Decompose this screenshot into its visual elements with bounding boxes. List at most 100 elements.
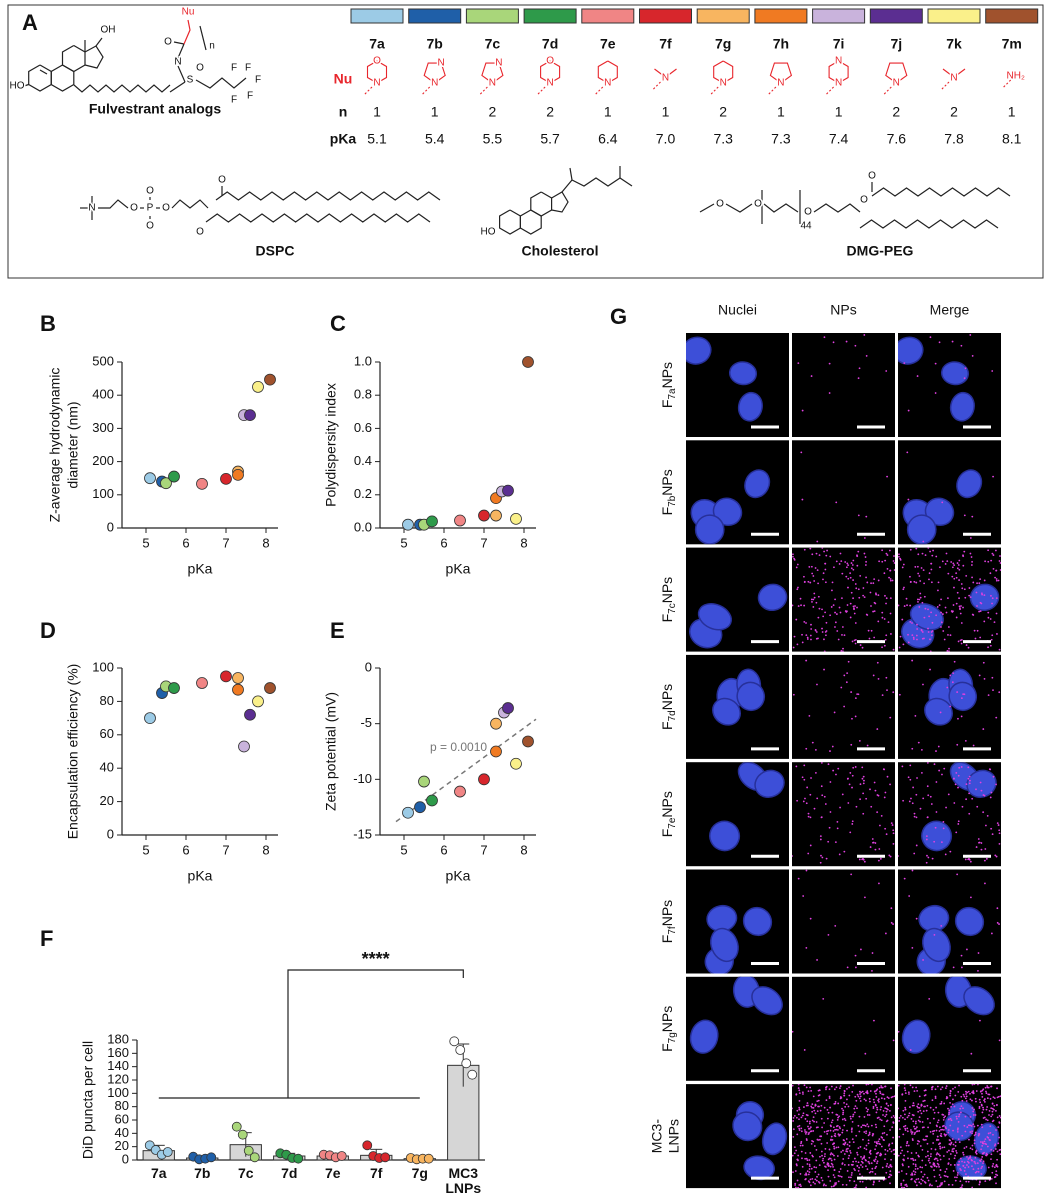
nanoparticle <box>991 552 994 555</box>
nanoparticle <box>945 552 948 555</box>
nanoparticle <box>929 650 932 652</box>
nanoparticle <box>984 1180 987 1183</box>
nanoparticle <box>848 1179 851 1182</box>
nanoparticle <box>907 409 910 412</box>
nanoparticle <box>925 835 928 838</box>
nanoparticle <box>873 578 876 581</box>
y-tick-label: 40 <box>115 1125 129 1140</box>
atom-label: N <box>835 78 842 89</box>
nanoparticle <box>837 767 840 770</box>
compound-name: 7m <box>1002 36 1022 52</box>
nanoparticle <box>996 633 998 635</box>
bond <box>183 19 191 45</box>
nanoparticle <box>805 1139 808 1141</box>
nanoparticle <box>881 1166 884 1169</box>
nanoparticle <box>876 1088 879 1091</box>
nanoparticle <box>939 1088 942 1091</box>
nanoparticle <box>860 1164 862 1166</box>
nanoparticle <box>857 514 860 517</box>
nanoparticle <box>979 1180 981 1183</box>
nanoparticle <box>850 562 853 564</box>
nanoparticle <box>861 1161 864 1164</box>
nanoparticle <box>923 1173 926 1176</box>
replicate-point <box>362 1140 373 1151</box>
nanoparticle <box>931 554 934 557</box>
bond <box>84 45 104 69</box>
nanoparticle <box>867 1139 870 1142</box>
nanoparticle <box>956 1174 959 1176</box>
nanoparticle <box>961 1184 964 1186</box>
nanoparticle <box>868 1162 871 1165</box>
bond <box>479 86 488 96</box>
nanoparticle <box>898 693 901 696</box>
nanoparticle <box>964 858 967 861</box>
nanoparticle <box>927 1159 930 1162</box>
nanoparticle <box>793 1115 796 1117</box>
nanoparticle <box>992 1133 994 1136</box>
nanoparticle <box>990 1153 993 1156</box>
nanoparticle <box>941 501 944 504</box>
nanoparticle <box>937 1153 940 1156</box>
x-tick-label: 8 <box>520 842 527 857</box>
nanoparticle <box>995 579 998 582</box>
nanoparticle <box>887 621 890 624</box>
nanoparticle <box>951 1183 954 1186</box>
nanoparticle <box>996 1087 998 1090</box>
nanoparticle <box>797 1125 799 1128</box>
micrograph <box>898 547 1001 652</box>
nanoparticle <box>997 824 1000 826</box>
nanoparticle <box>981 1111 984 1114</box>
nanoparticle <box>856 564 859 567</box>
nanoparticle <box>898 1116 901 1119</box>
data-point <box>478 509 490 522</box>
nanoparticle <box>805 622 807 624</box>
nanoparticle <box>904 1118 906 1121</box>
nanoparticle <box>913 852 916 855</box>
nanoparticle <box>989 796 992 799</box>
n-value: 2 <box>950 104 958 120</box>
row-label-tail: NPs <box>659 900 675 926</box>
nanoparticle <box>797 1113 800 1116</box>
nanoparticle <box>837 1146 840 1149</box>
n-value: 1 <box>431 104 439 120</box>
y-tick-label: 0.8 <box>354 387 372 402</box>
nanoparticle <box>893 1095 895 1098</box>
nanoparticle <box>949 1092 952 1095</box>
nanoparticle <box>902 1164 904 1167</box>
x-tick-label: 8 <box>262 535 269 550</box>
nanoparticle <box>947 1107 949 1110</box>
image-content <box>902 451 994 545</box>
panel-label: E <box>330 618 345 643</box>
nanoparticle <box>876 1106 878 1109</box>
nanoparticle <box>877 1100 880 1103</box>
nanoparticle <box>793 1146 796 1149</box>
nanoparticle <box>917 1106 919 1109</box>
nanoparticle <box>965 798 968 801</box>
nanoparticle <box>889 1170 892 1173</box>
nucleus <box>744 469 771 499</box>
nanoparticle <box>873 610 876 613</box>
nanoparticle <box>889 855 892 858</box>
nanoparticle <box>916 565 919 568</box>
nanoparticle <box>983 1099 985 1102</box>
nanoparticle <box>846 1087 848 1090</box>
nanoparticle <box>952 604 955 606</box>
bond <box>1002 79 1012 89</box>
nanoparticle <box>815 637 818 640</box>
nanoparticle <box>842 1149 844 1152</box>
nanoparticle <box>846 1143 849 1146</box>
nanoparticle <box>876 811 879 814</box>
nanoparticle <box>845 681 848 684</box>
nanoparticle <box>865 1186 868 1189</box>
nanoparticle <box>952 1087 954 1090</box>
bond <box>73 84 171 93</box>
nanoparticle <box>903 605 906 607</box>
nanoparticle <box>862 782 865 785</box>
nanoparticle <box>883 618 886 620</box>
atom-label: HO <box>481 227 496 238</box>
nanoparticle <box>996 1116 999 1119</box>
nanoparticle <box>797 1154 800 1157</box>
nanoparticle <box>980 1173 983 1175</box>
nanoparticle <box>908 1093 910 1095</box>
nucleus <box>736 681 766 712</box>
